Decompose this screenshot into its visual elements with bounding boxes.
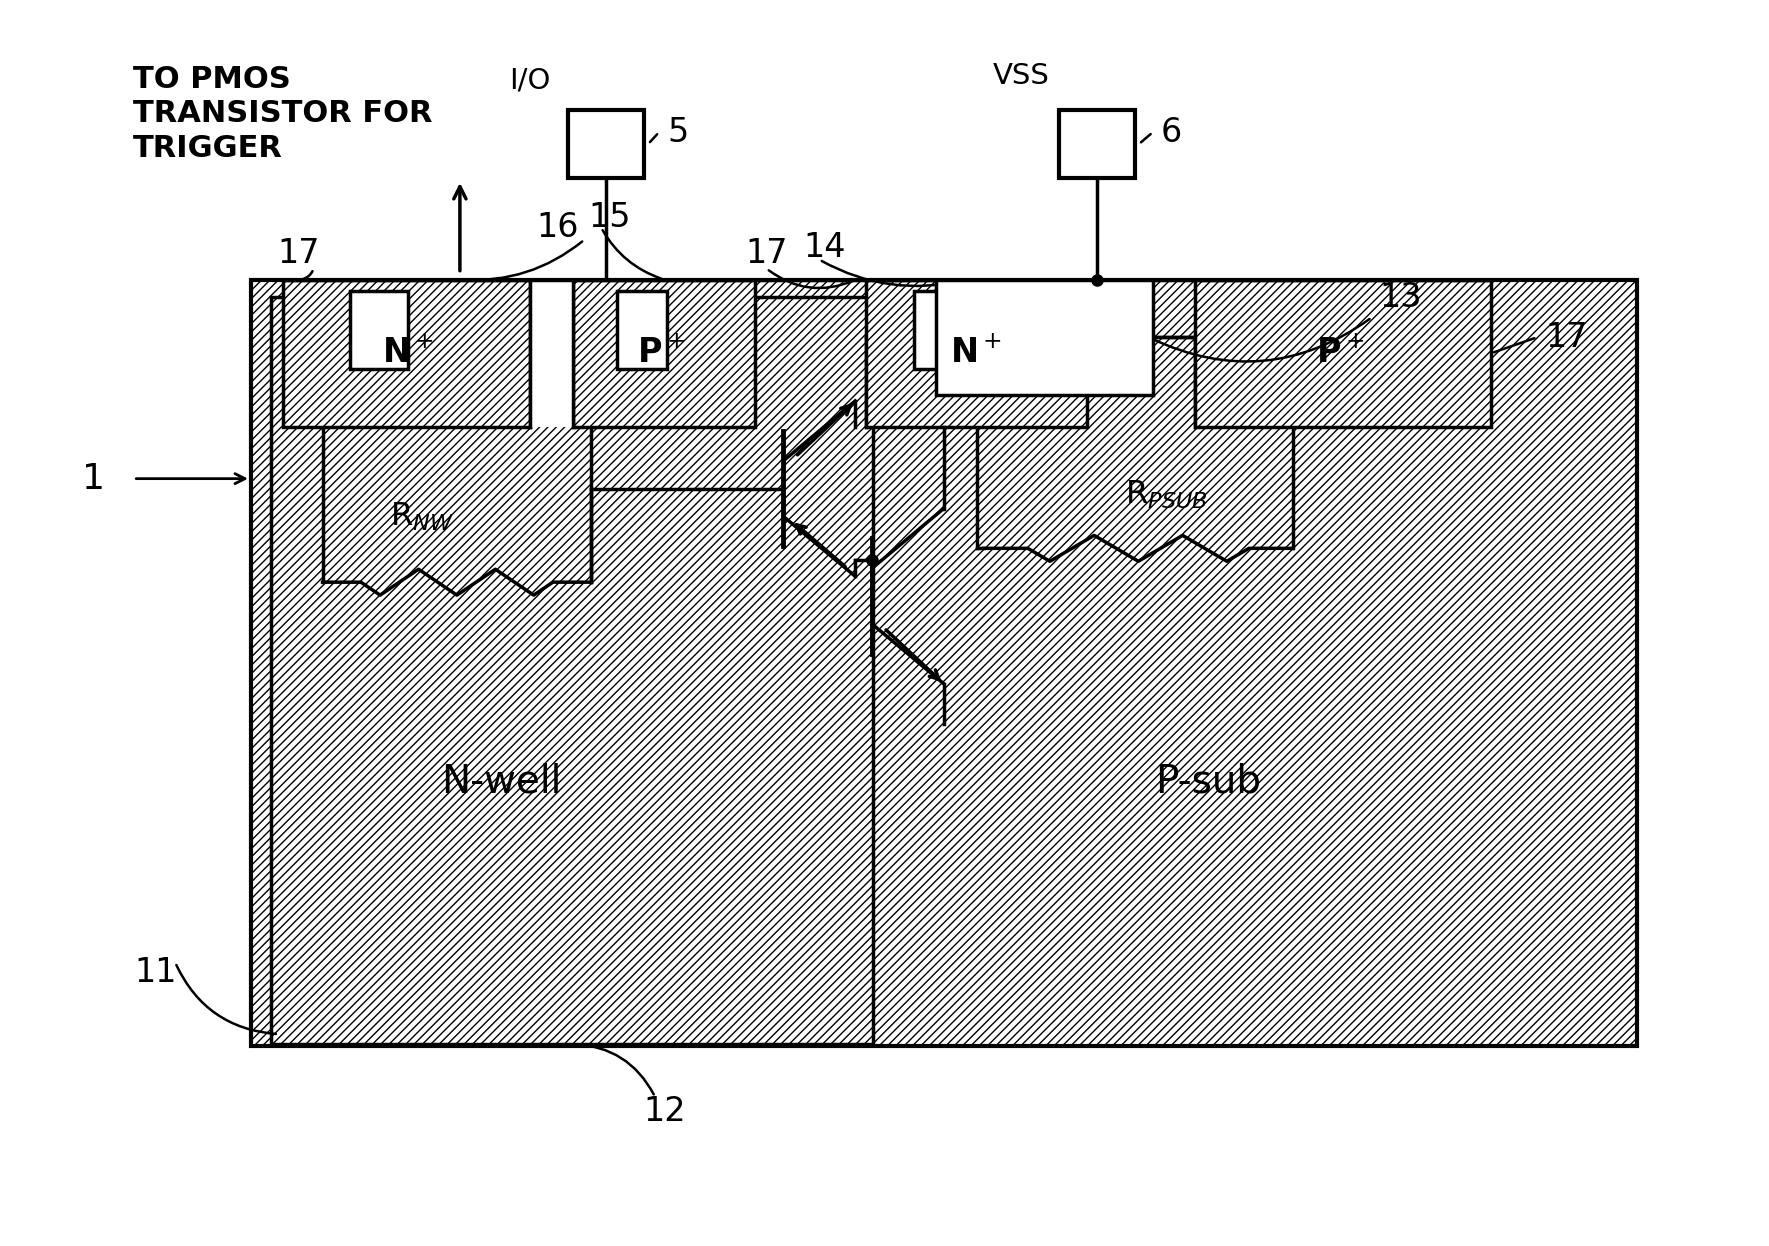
Text: 1: 1: [81, 462, 104, 496]
Text: 17: 17: [1544, 320, 1587, 354]
Bar: [283, 279, 529, 427]
Bar: [251, 279, 1636, 1047]
Bar: [1060, 111, 1136, 178]
Text: 15: 15: [587, 202, 630, 234]
Text: 12: 12: [644, 1095, 686, 1129]
Text: 11: 11: [134, 956, 177, 989]
Text: 5: 5: [667, 116, 688, 148]
Bar: [274, 300, 870, 1042]
Text: 17: 17: [745, 237, 787, 270]
Bar: [350, 292, 409, 369]
Bar: [617, 292, 667, 369]
Text: R$_{NW}$: R$_{NW}$: [389, 501, 455, 533]
Text: I/O: I/O: [509, 66, 550, 95]
Text: N$^+$: N$^+$: [950, 336, 1001, 370]
Text: P$^+$: P$^+$: [1316, 336, 1364, 370]
Bar: [271, 298, 874, 1044]
Text: 13: 13: [1380, 280, 1422, 314]
Bar: [568, 111, 644, 178]
Text: 17: 17: [278, 237, 320, 270]
Text: P$^+$: P$^+$: [637, 336, 685, 370]
Bar: [573, 279, 755, 427]
Text: N$^+$: N$^+$: [382, 336, 433, 370]
Bar: [529, 279, 573, 427]
Text: TO PMOS
TRANSISTOR FOR
TRIGGER: TO PMOS TRANSISTOR FOR TRIGGER: [133, 65, 433, 163]
Text: 14: 14: [803, 232, 846, 264]
Bar: [936, 279, 1153, 395]
Text: 6: 6: [1160, 116, 1182, 148]
Bar: [1194, 279, 1491, 427]
Bar: [915, 292, 964, 369]
Bar: [867, 279, 1088, 427]
Text: 16: 16: [536, 212, 580, 244]
Text: VSS: VSS: [992, 62, 1049, 91]
Text: R$_{PSUB}$: R$_{PSUB}$: [1125, 478, 1208, 511]
Text: N-well: N-well: [442, 763, 563, 800]
Text: P-sub: P-sub: [1155, 763, 1261, 800]
